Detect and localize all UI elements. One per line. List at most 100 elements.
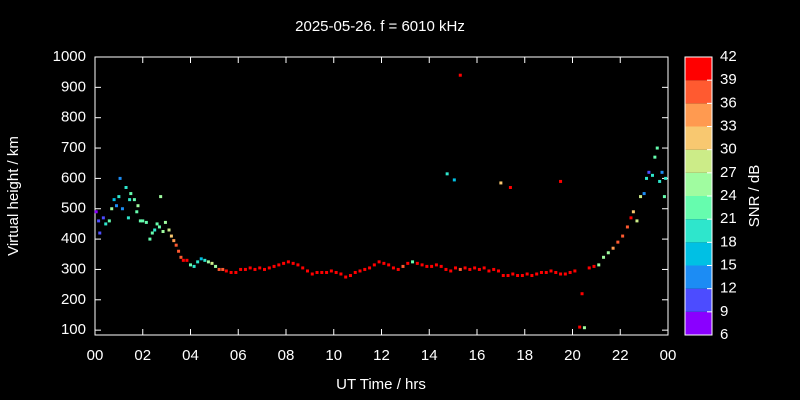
data-point [401,264,405,268]
data-point [406,261,410,265]
data-point [658,179,662,183]
data-point [660,170,664,174]
data-point [592,264,596,268]
x-tick-label: 02 [134,347,151,364]
data-point [174,243,178,247]
y-tick-label: 900 [61,78,86,95]
data-point [301,266,305,270]
colorbar-tick-label: 36 [720,94,737,111]
data-point [516,274,520,278]
colorbar-tick-label: 27 [720,164,737,181]
data-point [477,267,481,271]
data-point [196,260,200,264]
x-tick-label: 20 [564,347,581,364]
x-tick-label: 14 [421,347,438,364]
data-point [508,186,512,190]
data-point [382,261,386,265]
data-point [214,264,218,268]
data-point [267,266,271,270]
data-point [159,195,163,199]
data-point [635,219,639,223]
data-point [181,258,185,262]
data-point [224,269,228,273]
colorbar-band [685,149,712,173]
data-point [631,210,635,214]
data-point [348,274,352,278]
data-point [368,266,372,270]
data-point [530,274,534,278]
data-point [144,220,148,224]
data-point [150,231,154,235]
data-point [425,264,429,268]
data-point [559,272,563,276]
y-tick-label: 100 [61,321,86,338]
data-point [277,263,281,267]
data-point [98,231,102,235]
data-point [439,264,443,268]
data-point [506,274,510,278]
colorbar-band [685,126,712,150]
data-point [217,267,221,271]
chart-title: 2025-05-26. f = 6010 kHz [295,18,465,35]
data-point [487,269,491,273]
data-point [136,204,140,208]
y-tick-label: 200 [61,291,86,308]
data-point [449,269,453,273]
data-point [539,270,543,274]
y-tick-label: 1000 [53,48,86,65]
data-point [606,251,610,255]
data-point [329,269,333,273]
data-point [444,267,448,271]
colorbar-tick-label: 18 [720,233,737,250]
data-point [272,264,276,268]
data-point [263,267,267,271]
colorbar-band [685,242,712,266]
data-point [344,275,348,279]
data-point [169,234,173,238]
data-point [315,270,319,274]
y-tick-label: 500 [61,200,86,217]
x-tick-label: 12 [373,347,390,364]
data-point [135,210,139,214]
data-point [210,261,214,265]
data-point [563,272,567,276]
colorbar-tick-label: 42 [720,48,737,65]
data-point [463,266,467,270]
data-point [177,249,181,253]
x-tick-label: 16 [469,347,486,364]
x-tick-label: 06 [230,347,247,364]
colorbar-tick-label: 24 [720,187,737,204]
data-point [430,264,434,268]
data-point [387,263,391,267]
x-tick-label: 00 [660,347,677,364]
data-point [94,210,98,214]
colorbar-label: SNR / dB [746,165,763,228]
data-point [118,176,122,180]
data-point [662,195,666,199]
data-point [396,267,400,271]
data-point [647,170,651,174]
y-tick-label: 400 [61,230,86,247]
data-point [248,266,252,270]
data-point [434,263,438,267]
y-tick-label: 600 [61,169,86,186]
data-point [161,230,165,234]
data-point [243,267,247,271]
data-point [499,181,503,185]
data-point [339,272,343,276]
data-point [167,228,171,232]
data-point [141,219,145,223]
x-tick-label: 10 [325,347,342,364]
colorbar-band [685,311,712,335]
data-point [179,255,183,259]
colorbar-tick-label: 33 [720,117,737,134]
data-point [458,73,462,77]
data-point [578,325,582,329]
data-point [549,269,553,273]
data-point [148,237,152,241]
data-point [129,192,133,196]
data-point [492,267,496,271]
y-axis-label: Virtual height / km [5,136,22,256]
data-point [535,272,539,276]
